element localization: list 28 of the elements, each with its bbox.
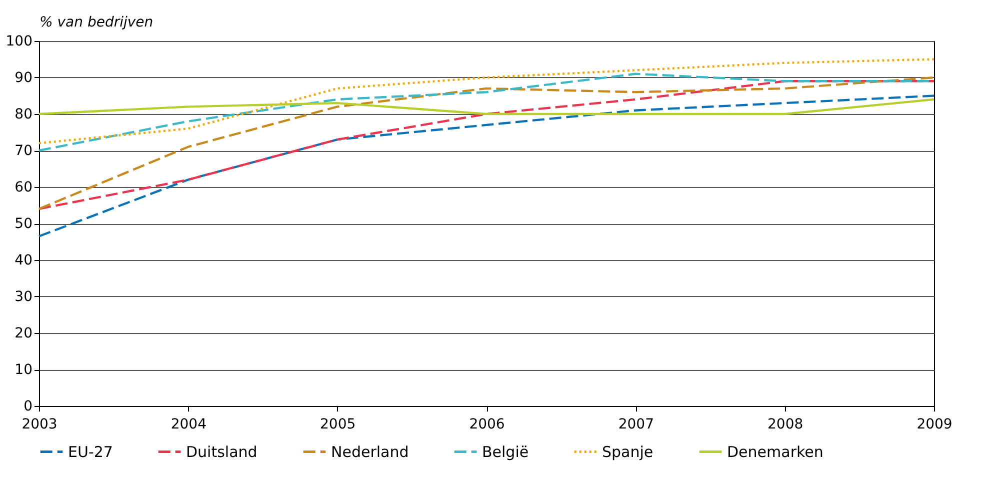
x-tick-label: 2005	[320, 416, 356, 432]
x-tick-label: 2009	[916, 416, 952, 432]
y-tick-label: 70	[14, 143, 32, 159]
y-tick-label: 20	[14, 326, 32, 342]
legend-label: EU-27	[68, 442, 113, 461]
x-tick-label: 2006	[469, 416, 505, 432]
y-axis-title: % van bedrijven	[40, 14, 154, 30]
y-tick-label: 40	[14, 252, 32, 268]
line-series	[38, 94, 936, 238]
legend-label: Spanje	[602, 442, 654, 461]
legend-label: Denemarken	[727, 442, 824, 461]
y-tick-label: 10	[14, 362, 32, 378]
line-series	[38, 98, 936, 116]
y-tick-label: 0	[24, 398, 32, 414]
x-tick-label: 2003	[22, 416, 58, 432]
y-tick-label: 90	[14, 70, 32, 86]
y-tick-label: 50	[14, 216, 32, 232]
y-tick-label: 100	[6, 34, 32, 50]
x-tick-label: 2007	[618, 416, 654, 432]
y-tick-label: 60	[14, 180, 32, 196]
line-series	[38, 58, 936, 144]
x-tick-label: 2004	[170, 416, 207, 432]
legend-label: Nederland	[331, 442, 409, 461]
legend-label: België	[482, 442, 529, 461]
legend-label: Duitsland	[186, 442, 258, 461]
y-tick-label: 80	[14, 106, 32, 122]
x-tick-label: 2008	[768, 416, 804, 432]
y-tick-label: 30	[14, 289, 32, 305]
